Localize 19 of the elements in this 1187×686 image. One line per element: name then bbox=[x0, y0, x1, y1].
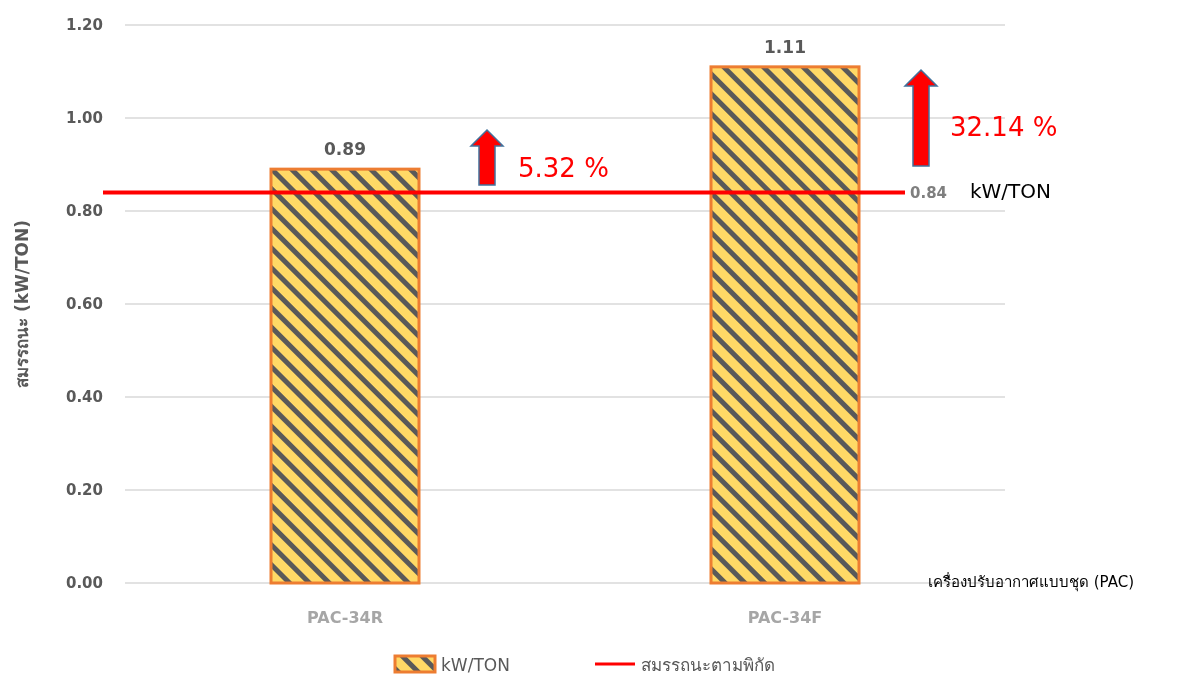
y-tick-label: 1.00 bbox=[65, 109, 103, 127]
y-tick-label: 0.80 bbox=[65, 202, 103, 220]
y-tick-label: 0.00 bbox=[65, 574, 103, 592]
legend-label: สมรรถนะตามพิกัด bbox=[641, 655, 775, 675]
data-label: 0.89 bbox=[324, 139, 366, 160]
y-tick-label: 0.60 bbox=[65, 295, 103, 313]
annotation: kW/TON bbox=[970, 179, 1052, 204]
x-axis-title: เครื่องปรับอากาศแบบชุด (PAC) bbox=[928, 571, 1135, 592]
y-tick-label: 0.40 bbox=[65, 388, 103, 406]
y-tick-label: 1.20 bbox=[65, 16, 103, 34]
x-tick-label: PAC-34F bbox=[747, 608, 823, 627]
annotation: 32.14 % bbox=[950, 112, 1058, 142]
y-axis-title: สมรรถนะ (kW/TON) bbox=[12, 220, 32, 388]
annotation: 5.32 % bbox=[518, 153, 609, 183]
legend-label: kW/TON bbox=[441, 655, 510, 675]
y-tick-label: 0.20 bbox=[65, 481, 103, 499]
x-tick-label: PAC-34R bbox=[307, 608, 383, 627]
annotation: 0.84 bbox=[910, 184, 948, 203]
data-label: 1.11 bbox=[764, 36, 806, 57]
